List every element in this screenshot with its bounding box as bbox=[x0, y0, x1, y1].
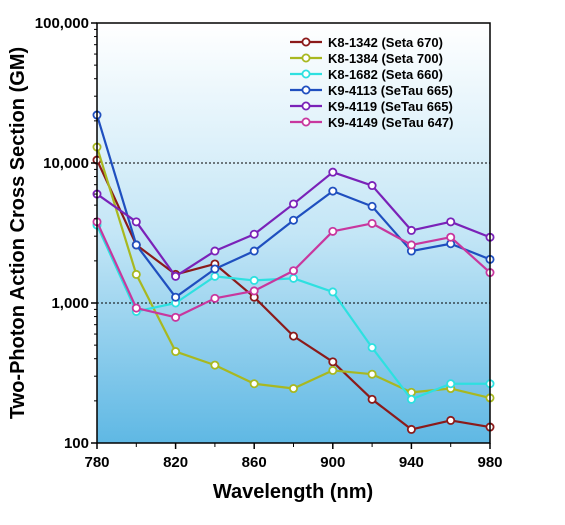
legend-label: K8-1682 (Seta 660) bbox=[328, 67, 443, 82]
data-point bbox=[406, 424, 416, 434]
legend-item: K8-1384 (Seta 700) bbox=[290, 51, 443, 66]
x-tick-labels: 780 820 860 900 940 980 bbox=[84, 454, 502, 471]
data-point bbox=[210, 293, 220, 303]
data-point bbox=[288, 273, 298, 283]
data-point bbox=[171, 271, 181, 281]
y-tick-label: 100,000 bbox=[35, 15, 89, 32]
data-point bbox=[210, 360, 220, 370]
legend-swatch-marker bbox=[301, 37, 311, 47]
data-point bbox=[367, 201, 377, 211]
data-point bbox=[367, 343, 377, 353]
data-point bbox=[288, 331, 298, 341]
data-point bbox=[249, 286, 259, 296]
data-point bbox=[288, 199, 298, 209]
x-tick-label: 940 bbox=[399, 454, 424, 471]
data-point bbox=[446, 217, 456, 227]
data-point bbox=[288, 215, 298, 225]
legend-item: K9-4113 (SeTau 665) bbox=[290, 83, 453, 98]
legend-item: K9-4119 (SeTau 665) bbox=[290, 99, 453, 114]
legend-label: K9-4119 (SeTau 665) bbox=[328, 99, 453, 114]
data-point bbox=[288, 384, 298, 394]
data-point bbox=[210, 264, 220, 274]
legend-item: K9-4149 (SeTau 647) bbox=[290, 115, 454, 130]
legend-swatch-marker bbox=[301, 53, 311, 63]
series-3 bbox=[92, 110, 495, 302]
legend: K8-1342 (Seta 670)K8-1384 (Seta 700)K8-1… bbox=[290, 35, 454, 130]
data-point bbox=[288, 266, 298, 276]
y-tick-label: 10,000 bbox=[43, 155, 89, 172]
data-point bbox=[328, 167, 338, 177]
legend-item: K8-1342 (Seta 670) bbox=[290, 35, 443, 50]
x-tick-label: 860 bbox=[242, 454, 267, 471]
legend-label: K8-1342 (Seta 670) bbox=[328, 35, 443, 50]
series-2 bbox=[92, 220, 495, 404]
y-tick-label: 1,000 bbox=[51, 295, 89, 312]
legend-label: K9-4113 (SeTau 665) bbox=[328, 83, 453, 98]
data-point bbox=[171, 292, 181, 302]
data-point bbox=[446, 232, 456, 242]
plot-area bbox=[97, 23, 490, 443]
legend-label: K8-1384 (Seta 700) bbox=[328, 51, 443, 66]
x-axis-title: Wavelength (nm) bbox=[213, 481, 373, 503]
data-point bbox=[328, 186, 338, 196]
data-point bbox=[328, 287, 338, 297]
x-tick-label: 780 bbox=[84, 454, 109, 471]
y-axis-title: Two-Photon Action Cross Section (GM) bbox=[7, 47, 29, 419]
legend-item: K8-1682 (Seta 660) bbox=[290, 67, 443, 82]
legend-swatch-marker bbox=[301, 117, 311, 127]
data-point bbox=[328, 365, 338, 375]
data-point bbox=[367, 394, 377, 404]
legend-swatch-marker bbox=[301, 69, 311, 79]
data-point bbox=[131, 240, 141, 250]
data-point bbox=[406, 240, 416, 250]
data-point bbox=[171, 312, 181, 322]
grid-lines bbox=[97, 162, 490, 304]
legend-label: K9-4149 (SeTau 647) bbox=[328, 115, 454, 130]
data-point bbox=[249, 229, 259, 239]
data-point bbox=[249, 246, 259, 256]
x-tick-label: 820 bbox=[163, 454, 188, 471]
data-point bbox=[446, 415, 456, 425]
data-point bbox=[367, 218, 377, 228]
axis-ticks bbox=[91, 22, 491, 449]
series-4 bbox=[92, 167, 495, 281]
x-tick-label: 900 bbox=[320, 454, 345, 471]
legend-swatch-marker bbox=[301, 85, 311, 95]
data-point bbox=[249, 379, 259, 389]
series-1 bbox=[92, 142, 495, 403]
x-tick-label: 980 bbox=[477, 454, 502, 471]
data-point bbox=[406, 225, 416, 235]
data-point bbox=[328, 357, 338, 367]
data-point bbox=[131, 303, 141, 313]
data-point bbox=[406, 394, 416, 404]
data-point bbox=[210, 246, 220, 256]
data-point bbox=[249, 275, 259, 285]
data-point bbox=[171, 347, 181, 357]
legend-swatch-marker bbox=[301, 101, 311, 111]
data-point bbox=[210, 271, 220, 281]
data-point bbox=[131, 217, 141, 227]
data-point bbox=[367, 369, 377, 379]
y-tick-label: 100 bbox=[64, 435, 89, 452]
data-point bbox=[446, 379, 456, 389]
data-point bbox=[131, 269, 141, 279]
y-tick-labels: 100 1,000 10,000 100,000 bbox=[35, 15, 89, 452]
data-point bbox=[367, 181, 377, 191]
data-point bbox=[328, 226, 338, 236]
